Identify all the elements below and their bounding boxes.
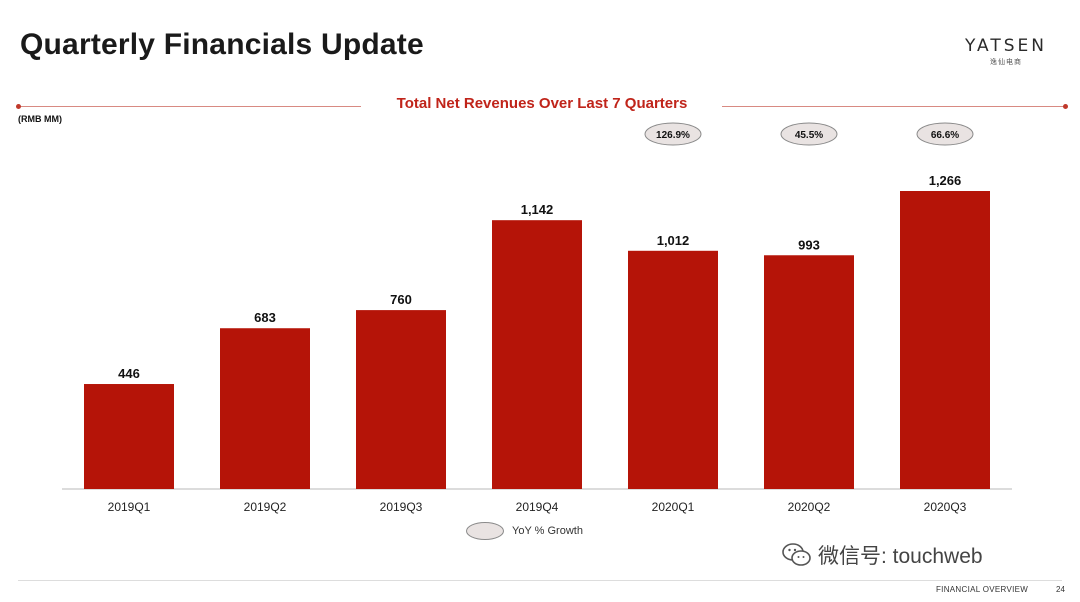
bar-2019Q1: [84, 384, 174, 489]
bar-2019Q3: [356, 310, 446, 489]
yoy-label-2020Q3: 66.6%: [931, 130, 959, 141]
logo-text: YATSEN: [964, 36, 1047, 56]
title-rule-left-dot: [16, 104, 21, 109]
tick-label-2019Q3: 2019Q3: [380, 500, 423, 514]
watermark-text: 微信号: touchweb: [818, 545, 983, 568]
yoy-pill-2020Q1: [644, 122, 702, 146]
title-rule-right: [722, 106, 1065, 107]
unit-label: (RMB MM): [18, 114, 62, 124]
bar-2019Q2: [220, 328, 310, 489]
tick-label-2019Q4: 2019Q4: [516, 500, 559, 514]
value-label-2019Q2: 683: [254, 310, 276, 325]
bar-2020Q3: [900, 191, 990, 489]
bar-2019Q4: [492, 220, 582, 489]
bar-2020Q2: [764, 255, 854, 489]
value-label-2020Q3: 1,266: [929, 173, 962, 188]
value-label-2020Q2: 993: [798, 237, 820, 252]
bar-2020Q1: [628, 250, 718, 489]
value-label-2019Q4: 1,142: [521, 202, 554, 217]
title-rule-left: [18, 106, 361, 107]
value-label-2019Q3: 760: [390, 292, 412, 307]
yatsen-logo: YATSEN 逸仙电商: [956, 36, 1056, 67]
yoy-label-2020Q1: 126.9%: [656, 130, 690, 141]
legend-label: YoY % Growth: [512, 525, 583, 537]
yoy-label-2020Q2: 45.5%: [795, 130, 823, 141]
value-label-2019Q1: 446: [118, 366, 140, 381]
tick-label-2020Q1: 2020Q1: [652, 500, 695, 514]
page-title: Quarterly Financials Update: [20, 28, 424, 61]
wechat-icon: [782, 543, 811, 566]
title-rule-right-dot: [1063, 104, 1068, 109]
yoy-pill-2020Q3: [916, 122, 974, 146]
legend-pill-swatch: [466, 522, 504, 540]
logo-subtext: 逸仙电商: [990, 59, 1022, 66]
yoy-pill-2020Q2: [780, 122, 838, 146]
watermark: 微信号: touchweb: [782, 540, 983, 570]
chart-title: Total Net Revenues Over Last 7 Quarters: [396, 95, 688, 112]
footer-section-label: FINANCIAL OVERVIEW: [936, 585, 1029, 594]
page-number: 24: [1056, 585, 1065, 594]
value-label-2020Q1: 1,012: [657, 233, 690, 248]
footer-rule: [18, 580, 1062, 581]
tick-label-2020Q3: 2020Q3: [924, 500, 967, 514]
legend: YoY % Growth: [466, 522, 583, 540]
tick-label-2019Q2: 2019Q2: [244, 500, 287, 514]
tick-label-2019Q1: 2019Q1: [108, 500, 151, 514]
tick-label-2020Q2: 2020Q2: [788, 500, 831, 514]
